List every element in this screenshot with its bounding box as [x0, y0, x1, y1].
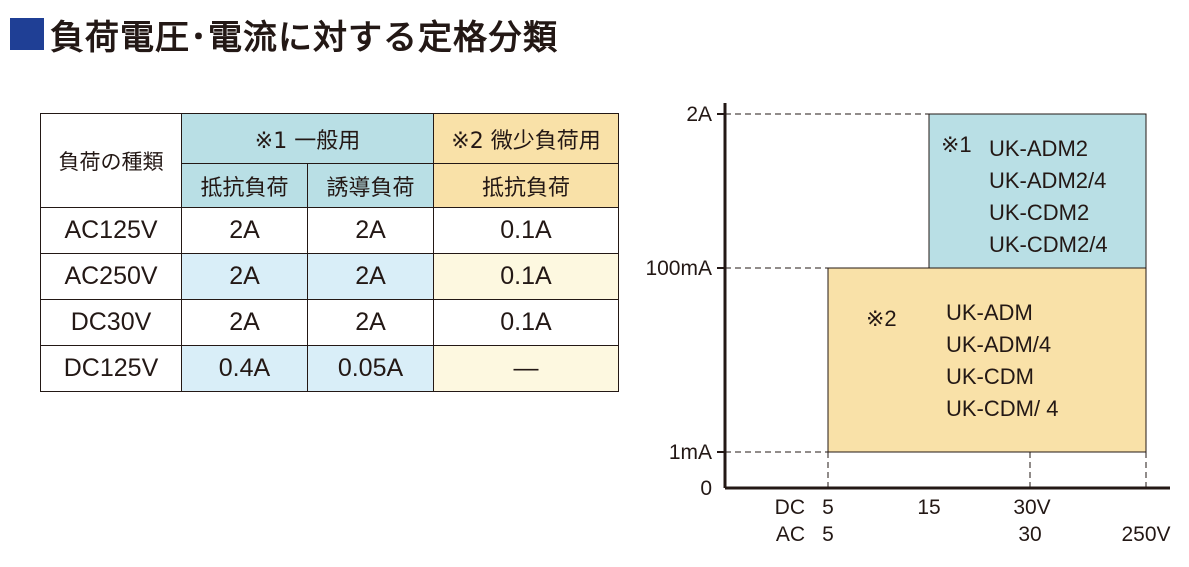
region-1-model: UK-ADM2: [989, 136, 1088, 161]
x-tick-label-dc: 15: [917, 496, 940, 519]
region-2-box: [827, 267, 1147, 453]
x-tick-label-ac: 30: [1018, 523, 1041, 546]
x-prefix-dc: DC: [775, 496, 805, 519]
table-header-row: 負荷の種類 ※1 一般用 ※2 微少負荷用: [40, 113, 619, 208]
micro-value: —: [433, 345, 619, 392]
row-label: DC125V: [40, 345, 182, 392]
page-title: 負荷電圧･電流に対する定格分類: [50, 17, 558, 58]
title-square-icon: [10, 18, 44, 50]
table-row: AC125V 2A 2A 0.1A: [40, 207, 619, 254]
load-type-header: 負荷の種類: [40, 113, 182, 208]
y-tick-label: 100mA: [645, 257, 712, 280]
table-subheader-row: 抵抗負荷 誘導負荷 抵抗負荷: [41, 163, 619, 208]
region-1-box: [928, 113, 1147, 269]
x-tick-label-dc: 30V: [1013, 496, 1050, 519]
resistive-value: 2A: [181, 299, 308, 346]
rating-table: 負荷の種類 ※1 一般用 ※2 微少負荷用 抵抗負荷 誘導負荷 抵抗負荷 AC1…: [40, 113, 619, 392]
region-2-model: UK-ADM/4: [946, 332, 1051, 357]
inductive-load-header: 誘導負荷: [307, 163, 434, 208]
general-use-header: ※1 一般用: [181, 113, 434, 164]
x-tick-label-dc: 5: [822, 496, 834, 519]
inductive-value: 2A: [307, 299, 434, 346]
micro-value: 0.1A: [433, 207, 619, 254]
micro-value: 0.1A: [433, 253, 619, 300]
row-label: AC250V: [40, 253, 182, 300]
micro-resistive-load-header: 抵抗負荷: [433, 163, 619, 208]
y-tick-label: 1mA: [669, 441, 712, 464]
row-label: DC30V: [40, 299, 182, 346]
row-label: AC125V: [40, 207, 182, 254]
x-tick-label-ac: 250V: [1121, 523, 1170, 546]
y-tick-label: 2A: [686, 103, 712, 126]
inductive-value: 0.05A: [307, 345, 434, 392]
y-tick-marks: [717, 113, 725, 453]
resistive-value: 2A: [181, 207, 308, 254]
y-tick-label: 0: [700, 477, 712, 500]
table-row: AC250V 2A 2A 0.1A: [40, 253, 619, 300]
region-1-model: UK-ADM2/4: [989, 168, 1106, 193]
region-2-model: UK-CDM: [946, 364, 1034, 389]
table-row: DC125V 0.4A 0.05A —: [40, 345, 619, 392]
resistive-value: 0.4A: [181, 345, 308, 392]
inductive-value: 2A: [307, 207, 434, 254]
region-2-model: UK-ADM: [946, 300, 1033, 325]
title-bar: 負荷電圧･電流に対する定格分類: [10, 14, 558, 58]
region-1-model: UK-CDM2: [989, 200, 1089, 225]
region-1-model: UK-CDM2/4: [989, 232, 1108, 257]
region-2-label: ※2: [866, 306, 897, 331]
micro-value: 0.1A: [433, 299, 619, 346]
region-1-label: ※1: [941, 132, 972, 157]
guide-lines: [725, 113, 1147, 488]
region-2-model: UK-CDM/ 4: [946, 396, 1058, 421]
x-tick-label-ac: 5: [822, 523, 834, 546]
table-row: DC30V 2A 2A 0.1A: [40, 299, 619, 346]
x-prefix-ac: AC: [776, 523, 805, 546]
